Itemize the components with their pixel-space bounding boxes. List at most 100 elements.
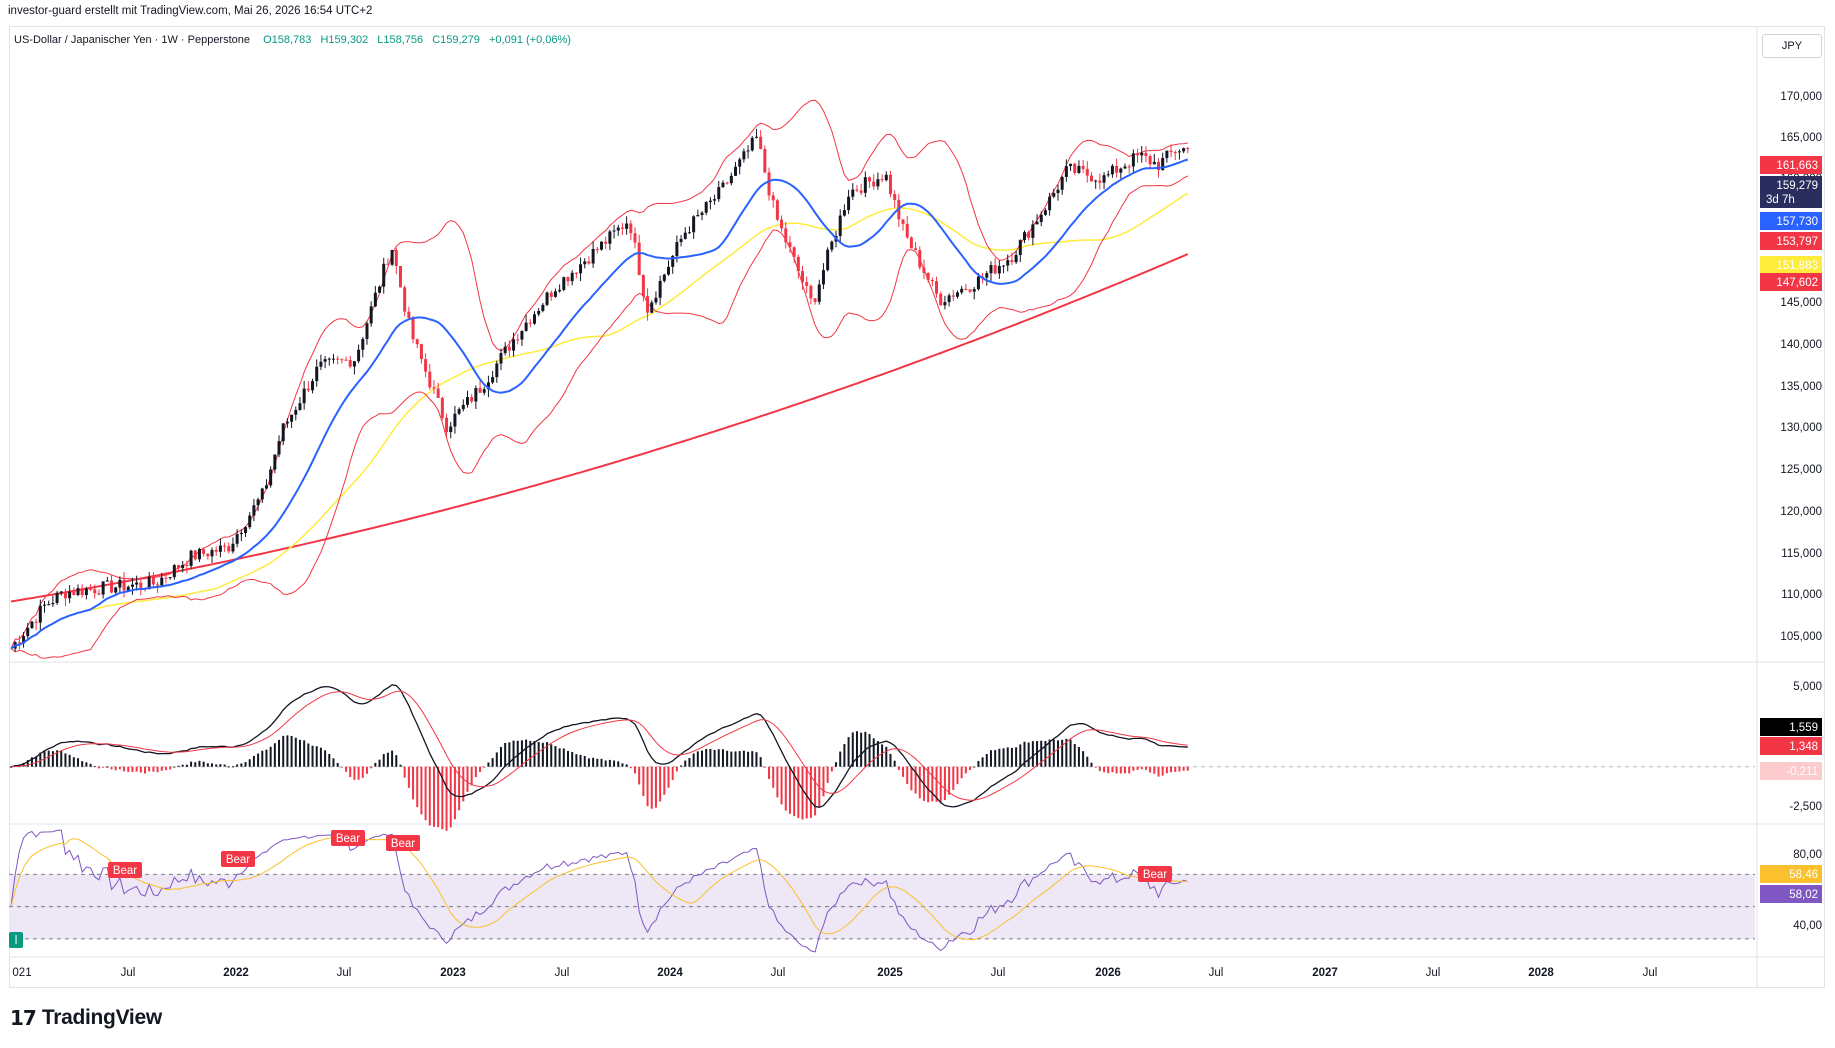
rsi-axis[interactable]: 80,00 40,00 58,46 58,02 <box>1760 849 1822 932</box>
macd-histogram-bar <box>876 741 879 767</box>
candle-body <box>608 231 612 244</box>
macd-histogram-bar <box>855 731 858 767</box>
macd-histogram-bar <box>202 761 205 767</box>
price-axis[interactable]: 170,000165,000160,000145,000140,000135,0… <box>1760 91 1822 643</box>
candle-body <box>407 311 411 318</box>
axis-tick-label: 130,000 <box>1780 422 1822 434</box>
macd-histogram-bar <box>805 766 808 819</box>
candle-body <box>156 584 160 586</box>
candle-body <box>340 359 344 361</box>
macd-histogram-bar <box>587 758 590 767</box>
candle-body <box>750 137 754 151</box>
macd-histogram-bar <box>797 766 800 819</box>
time-axis[interactable]: 021 Jul 2022 Jul 2023 Jul 2024 Jul 2025 Jul 2026 Ju… <box>12 967 1657 979</box>
candle-body <box>520 330 524 340</box>
macd-histogram-bar <box>1077 746 1080 767</box>
candle-body <box>754 136 758 138</box>
candle-body <box>1161 158 1165 171</box>
macd-histogram-bar <box>885 746 888 767</box>
macd-histogram-bar <box>914 766 917 794</box>
macd-histogram-bar <box>1044 740 1047 767</box>
macd-histogram-bar <box>474 766 477 778</box>
macd-histogram-bar <box>998 748 1001 767</box>
candle-body <box>373 292 377 307</box>
candle-body <box>1115 165 1119 173</box>
candle-body <box>616 227 620 231</box>
macd-histogram-bar <box>726 750 729 767</box>
bear-divergence-box <box>221 851 255 867</box>
candle-body <box>771 195 775 201</box>
macd-histogram-bar <box>1086 756 1089 767</box>
macd-histogram-bar <box>1144 766 1147 770</box>
macd-histogram-bar <box>10 766 12 768</box>
macd-histogram-bar <box>1073 744 1076 767</box>
macd-histogram-bar <box>1157 766 1160 777</box>
macd-histogram-bar <box>68 754 71 767</box>
macd-histogram-bar <box>893 760 896 767</box>
time-tick-label: Jul <box>1209 967 1224 979</box>
candle-body <box>1035 221 1039 225</box>
macd-histogram-bar <box>969 766 972 771</box>
price-label-countdown: 3d 7h <box>1766 194 1795 206</box>
axis-tick-label: -2,500 <box>1789 801 1822 813</box>
ma50-path <box>10 192 1189 650</box>
candle-body <box>319 361 323 367</box>
candle-body <box>269 469 273 486</box>
macd-histogram-bar <box>705 748 708 767</box>
macd-histogram-bar <box>407 766 410 788</box>
currency-button[interactable]: JPY <box>1762 34 1822 58</box>
macd-histogram-bar <box>273 743 276 767</box>
candle-body <box>348 359 352 367</box>
macd-histogram-bar <box>462 766 465 802</box>
candle-body <box>1140 152 1144 156</box>
macd-histogram-bar <box>696 751 699 767</box>
candle-body <box>964 288 968 290</box>
macd-histogram-bar <box>638 766 641 785</box>
macd-line-path <box>10 684 1188 808</box>
candle-body <box>734 166 738 176</box>
macd-histogram-bar <box>1132 766 1135 771</box>
candle-body <box>495 363 499 378</box>
tradingview-brand[interactable]: 17 TradingView <box>10 1003 162 1033</box>
candle-body <box>311 381 315 391</box>
macd-histogram-bar <box>1023 741 1026 767</box>
macd-histogram-bar <box>579 754 582 767</box>
candle-body <box>637 242 641 276</box>
macd-histogram-bar <box>788 766 791 814</box>
symbol-name[interactable]: US-Dollar / Japanischer Yen · 1W · Peppe… <box>14 34 251 46</box>
candle-body <box>285 421 289 424</box>
macd-histogram-bar <box>1061 739 1064 767</box>
candle-body <box>315 366 319 382</box>
macd-histogram-bar <box>529 740 532 767</box>
candle-body <box>491 377 495 383</box>
bb-upper-path <box>10 99 1188 649</box>
macd-histogram-bar <box>449 766 452 828</box>
macd-histogram-bar <box>315 746 318 767</box>
macd-histogram-bar <box>709 748 712 767</box>
macd-histogram-bar <box>1098 766 1101 772</box>
candle-body <box>294 410 298 415</box>
macd-label-text: 1,348 <box>1789 741 1818 753</box>
macd-histogram-bar <box>680 765 683 767</box>
price-label-text: 151,883 <box>1776 260 1818 272</box>
candle-body <box>1173 151 1177 153</box>
macd-histogram-bar <box>989 750 992 767</box>
candle-body <box>114 587 118 593</box>
macd-histogram-bar <box>985 754 988 767</box>
macd-axis[interactable]: 5,000 -2,500 1,559 1,348 -0,211 <box>1760 681 1822 813</box>
macd-histogram-bar <box>215 764 218 767</box>
macd-histogram-bar <box>181 764 184 767</box>
time-tick-label: 2027 <box>1312 967 1338 979</box>
macd-histogram-bar <box>562 748 565 767</box>
macd-histogram-bar <box>1107 766 1110 774</box>
macd-histogram-bar <box>684 760 687 767</box>
macd-histogram-bar <box>386 752 389 767</box>
candle-body <box>704 202 708 213</box>
candle-body <box>876 179 880 187</box>
macd-histogram-bar <box>931 766 934 802</box>
macd-histogram-bar <box>311 745 314 767</box>
candle-body <box>210 549 214 557</box>
candle-body <box>671 255 675 267</box>
symbol-legend[interactable]: US-Dollar / Japanischer Yen · 1W · Peppe… <box>14 34 571 46</box>
